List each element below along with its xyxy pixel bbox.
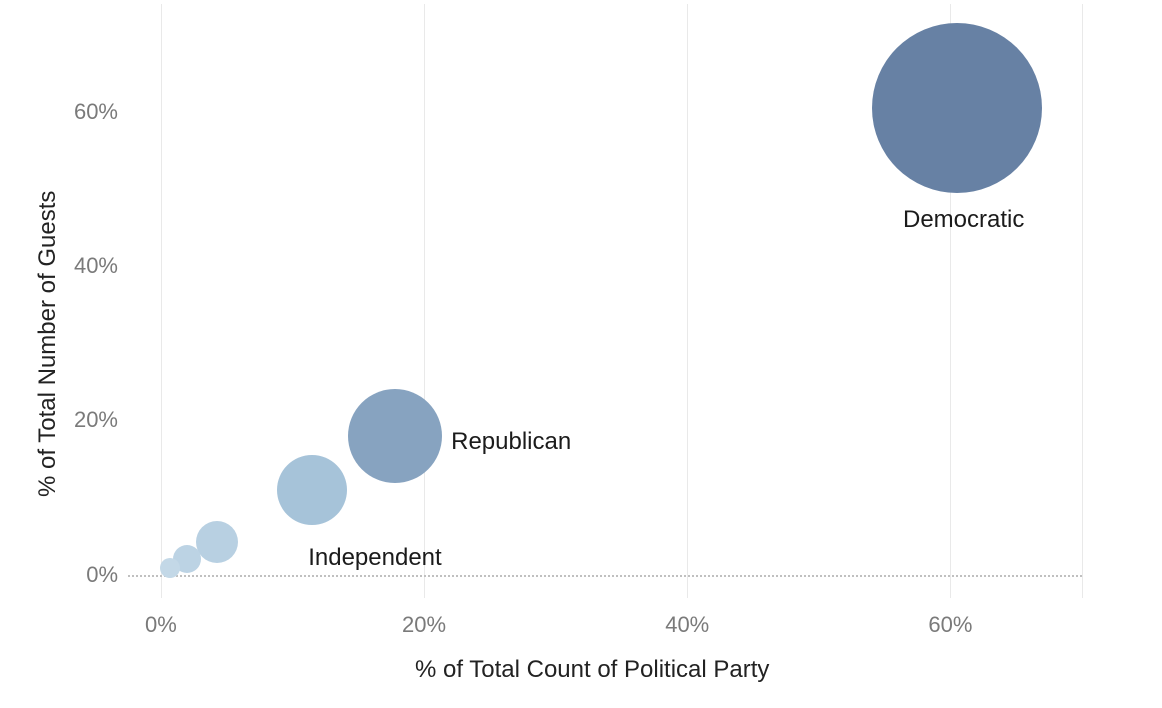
bubble-unnamed-5	[160, 558, 180, 578]
plot-area: Democratic Republican Independent	[128, 4, 1082, 598]
bubble-label-independent: Independent	[308, 544, 441, 572]
y-tick-label: 0%	[86, 562, 118, 588]
x-tick-label: 40%	[665, 612, 709, 638]
y-tick-label: 40%	[74, 253, 118, 279]
x-tick-label: 60%	[928, 612, 972, 638]
bubble-democratic	[872, 23, 1042, 193]
x-tick-label: 0%	[145, 612, 177, 638]
zero-line	[128, 575, 1082, 577]
y-tick-label: 60%	[74, 99, 118, 125]
gridline-vertical	[161, 4, 162, 598]
gridline-vertical	[424, 4, 425, 598]
bubble-unnamed-3	[196, 521, 238, 563]
gridline-vertical	[687, 4, 688, 598]
bubble-label-democratic: Democratic	[903, 206, 1024, 234]
y-axis-title: % of Total Number of Guests	[34, 191, 62, 497]
bubble-independent	[277, 455, 347, 525]
x-tick-label: 20%	[402, 612, 446, 638]
gridline-vertical	[1082, 4, 1083, 598]
bubble-label-republican: Republican	[451, 428, 571, 456]
bubble-chart: Democratic Republican Independent % of Tot…	[0, 0, 1162, 708]
bubble-republican	[348, 389, 442, 483]
y-tick-label: 20%	[74, 407, 118, 433]
x-axis-title: % of Total Count of Political Party	[415, 656, 769, 684]
